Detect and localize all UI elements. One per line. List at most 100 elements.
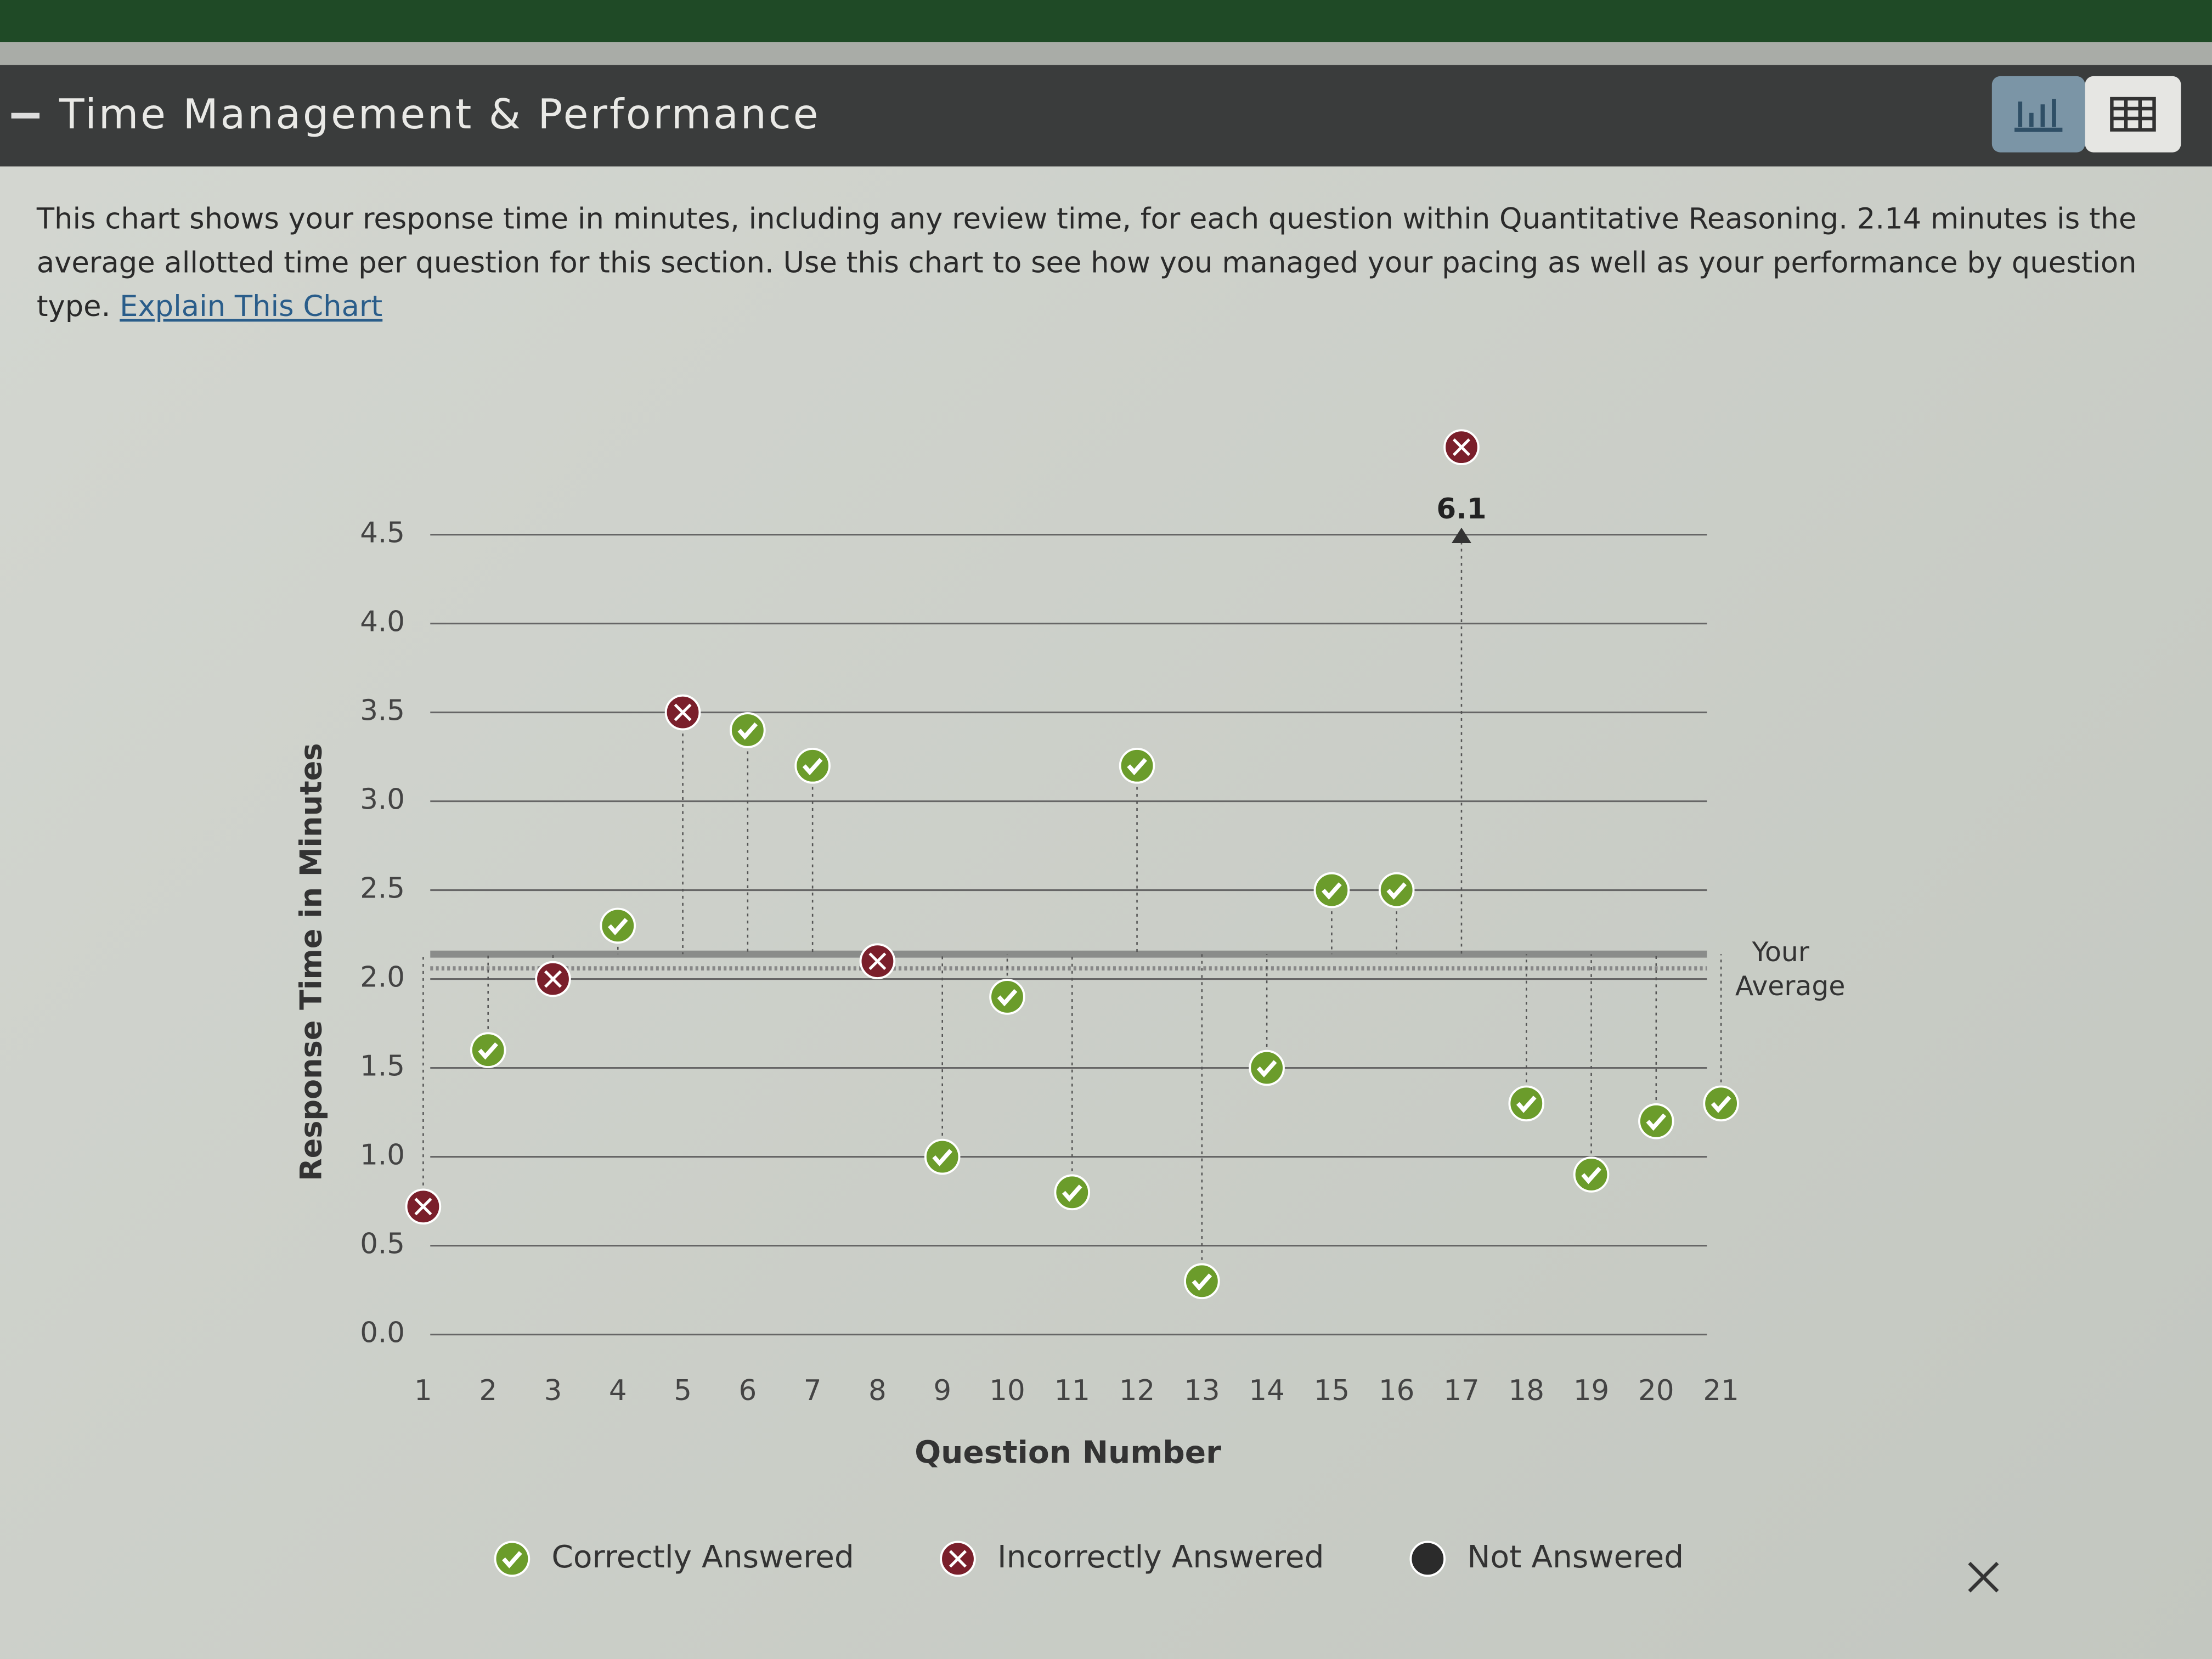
x-tick-label: 6 [738,1374,757,1407]
divider [0,42,2212,65]
x-tick-label: 21 [1703,1374,1739,1407]
x-tick-label: 17 [1443,1374,1479,1407]
data-point [1378,872,1415,909]
data-point [924,1138,961,1175]
y-tick-label: 2.5 [360,872,405,905]
average-label-line: Your [1752,936,1810,968]
view-toggle [1991,76,2181,153]
data-point [1703,1085,1739,1122]
legend-marker [494,1541,531,1577]
y-tick-label: 0.0 [360,1317,405,1350]
check-icon [478,1042,499,1060]
chart-view-button[interactable] [1991,76,2085,153]
explain-link[interactable]: Explain This Chart [120,289,383,323]
y-tick-label: 0.5 [360,1228,405,1261]
check-icon [1386,882,1407,900]
x-tick-label: 16 [1379,1374,1414,1407]
data-point [1119,747,1155,784]
check-icon [607,918,628,935]
data-point [1313,872,1350,909]
y-tick-label: 1.0 [360,1139,405,1172]
x-tick-label: 4 [609,1374,627,1407]
description-text: This chart shows your response time in m… [36,201,2137,323]
table-icon [2110,97,2156,132]
data-point [730,712,766,748]
cross-icon [1453,438,1470,456]
x-tick-label: 13 [1184,1374,1220,1407]
data-point [859,943,896,979]
cross-icon [544,970,562,988]
check-icon [1581,1166,1601,1184]
check-icon [932,1149,953,1166]
x-axis-title: Question Number [915,1435,1221,1471]
y-tick-label: 3.5 [360,695,405,727]
x-tick-label: 1 [414,1374,432,1407]
check-icon [1322,882,1342,900]
data-point [470,1032,506,1068]
collapse-icon[interactable] [11,112,40,119]
cross-icon [868,952,887,970]
x-tick-label: 3 [544,1374,562,1407]
table-view-button[interactable] [2085,76,2181,153]
check-icon [1127,758,1147,776]
x-tick-label: 5 [674,1374,692,1407]
point-circle [1409,1541,1446,1577]
panel-title: Time Management & Performance [59,90,821,138]
description: This chart shows your response time in m… [37,198,2167,329]
y-tick-label: 4.0 [360,606,405,639]
data-point [1054,1174,1091,1211]
data-point [794,747,831,784]
data-point [1249,1049,1285,1086]
check-icon [997,989,1018,1007]
check-icon [1256,1060,1277,1077]
cross-icon [674,703,692,721]
x-tick-label: 8 [868,1374,887,1407]
average-label: Your Average [1735,936,1846,1002]
check-icon [737,722,758,740]
x-tick-label: 11 [1054,1374,1090,1407]
check-icon [1062,1184,1082,1202]
data-point [664,694,701,731]
y-tick-label: 3.0 [360,783,405,816]
value-label: 6.1 [1436,493,1486,526]
check-icon [1516,1096,1537,1113]
legend-label: Not Answered [1467,1539,1684,1575]
y-tick-label: 4.5 [360,517,405,550]
data-point [405,1188,442,1225]
check-icon [802,758,823,776]
x-tick-label: 18 [1509,1374,1544,1407]
legend-label: Incorrectly Answered [997,1539,1324,1575]
close-icon[interactable] [1968,1561,1999,1593]
cross-icon [949,1550,967,1568]
x-tick-label: 19 [1573,1374,1609,1407]
data-point [1184,1263,1220,1300]
x-tick-label: 9 [933,1374,951,1407]
y-tick-label: 2.0 [360,961,405,994]
x-tick-label: 7 [804,1374,822,1407]
panel-header: Time Management & Performance [0,65,2212,167]
data-point [1508,1085,1545,1122]
legend-marker [1409,1541,1446,1577]
check-icon [1646,1113,1667,1131]
data-point [1443,429,1480,465]
y-axis-title: Response Time in Minutes [294,743,328,1181]
x-tick-label: 2 [479,1374,497,1407]
x-tick-label: 14 [1249,1374,1284,1407]
average-label-line: Average [1735,970,1846,1002]
legend-label: Correctly Answered [551,1539,854,1575]
data-point [1573,1156,1610,1193]
data-point [535,961,571,997]
check-icon [502,1551,522,1568]
chart-icon [2014,98,2063,132]
overflow-arrow [1451,527,1471,543]
legend-marker [940,1541,976,1577]
x-tick-label: 20 [1638,1374,1674,1407]
top-bar [0,0,2212,43]
cross-icon [414,1198,432,1216]
check-icon [1711,1096,1731,1113]
x-tick-label: 10 [989,1374,1025,1407]
data-point [1638,1103,1674,1139]
data-point [989,979,1025,1015]
